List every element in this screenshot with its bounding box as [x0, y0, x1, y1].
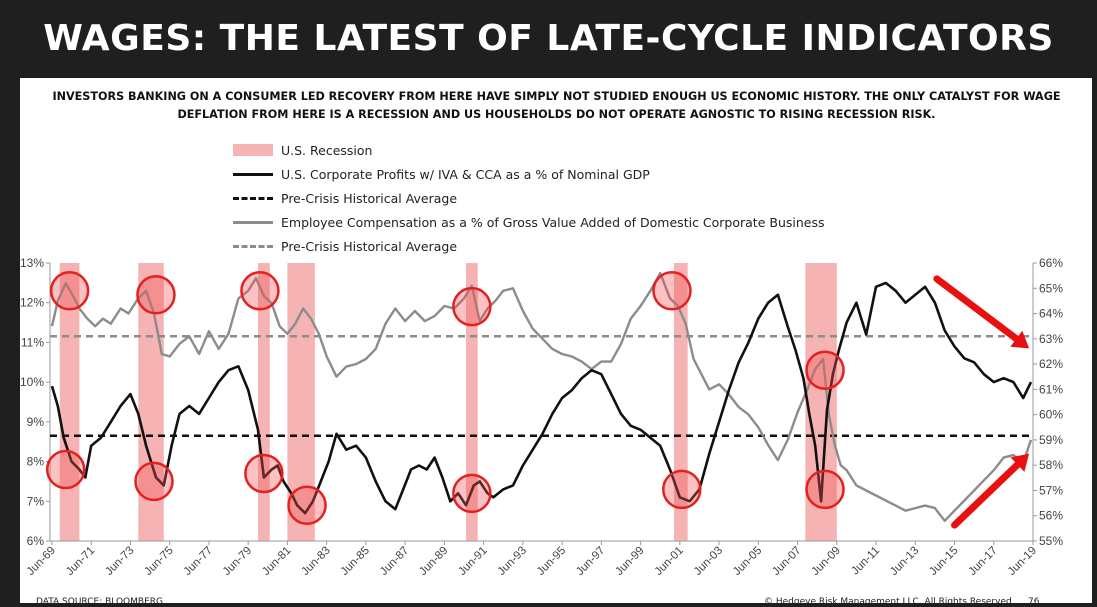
recession-band — [59, 263, 80, 541]
legend-item-compensation-average: Pre-Crisis Historical Average — [233, 234, 825, 258]
profits-series-line — [50, 281, 1033, 515]
legend-label-profits-average: Pre-Crisis Historical Average — [281, 190, 458, 206]
recession-band — [257, 263, 270, 541]
highlight-circle — [240, 271, 280, 311]
legend-label-profits: U.S. Corporate Profits w/ IVA & CCA as a… — [281, 166, 650, 182]
x-tick-label: Jun-07 — [770, 545, 803, 578]
highlight-circle — [662, 469, 702, 510]
page-number: 76 — [1028, 597, 1040, 607]
left-tick-label: 10% — [20, 375, 44, 389]
right-tick-label: 59% — [1039, 433, 1063, 447]
highlight-circle — [244, 453, 284, 494]
chart-panel: INVESTORS BANKING ON A CONSUMER LED RECO… — [20, 78, 1092, 607]
legend-item-profits: U.S. Corporate Profits w/ IVA & CCA as a… — [233, 162, 825, 186]
legend-item-profits-average: Pre-Crisis Historical Average — [233, 186, 825, 210]
x-tick-label: Jun-77 — [182, 545, 215, 578]
x-tick-label: Jun-87 — [378, 545, 411, 578]
left-tick-label: 6% — [27, 534, 45, 548]
x-tick-label: Jun-97 — [574, 545, 607, 578]
legend-swatch-profits — [233, 172, 273, 176]
recession-band — [138, 263, 164, 541]
highlight-circle — [452, 286, 492, 327]
right-tick-label: 65% — [1039, 281, 1063, 295]
highlight-circle — [805, 469, 845, 510]
right-tick-label: 61% — [1039, 382, 1063, 396]
recession-band — [465, 263, 478, 541]
x-tick-label: Jun-11 — [849, 545, 882, 578]
right-tick-label: 58% — [1039, 458, 1063, 472]
x-tick-label: Jun-71 — [64, 545, 97, 578]
highlight-circle — [49, 271, 90, 311]
legend-item-recession: U.S. Recession — [233, 138, 825, 162]
x-tick-label: Jun-03 — [692, 545, 725, 578]
left-tick-label: 9% — [27, 415, 45, 429]
left-tick-label: 13% — [20, 256, 44, 270]
x-tick-label: Jun-79 — [221, 545, 254, 578]
right-tick-label: 56% — [1039, 509, 1063, 523]
x-tick-label: Jun-75 — [142, 545, 175, 578]
left-tick-label: 7% — [27, 494, 45, 508]
x-tick-label: Jun-95 — [535, 545, 568, 578]
left-tick-label: 11% — [21, 335, 44, 349]
highlight-circle — [452, 473, 492, 514]
trend-arrow-shaft — [933, 275, 1020, 343]
chart-legend: U.S. Recession U.S. Corporate Profits w/… — [233, 138, 825, 258]
right-tick-label: 64% — [1039, 307, 1063, 321]
legend-label-compensation: Employee Compensation as a % of Gross Va… — [281, 214, 825, 230]
highlight-circle — [134, 461, 174, 502]
recession-band — [805, 263, 837, 541]
data-source: DATA SOURCE: BLOOMBERG — [36, 597, 163, 607]
x-tick-label: Jun-17 — [967, 545, 1000, 578]
highlight-circle — [805, 350, 845, 390]
x-tick-label: Jun-15 — [927, 545, 960, 578]
x-tick-label: Jun-05 — [731, 545, 764, 578]
slide-title: WAGES: THE LATEST OF LATE-CYCLE INDICATO… — [43, 18, 1054, 59]
right-tick-label: 55% — [1039, 534, 1063, 548]
x-tick-label: Jun-69 — [25, 545, 58, 578]
legend-swatch-compensation — [233, 220, 273, 224]
x-tick-label: Jun-73 — [103, 545, 136, 578]
highlight-circle — [45, 449, 86, 490]
highlight-circle — [136, 275, 176, 315]
recession-band — [287, 263, 315, 541]
compensation-series-line — [50, 271, 1033, 522]
x-tick-label: Jun-13 — [888, 545, 921, 578]
right-tick-label: 62% — [1039, 357, 1063, 371]
x-tick-label: Jun-09 — [810, 545, 843, 578]
slide-subtitle: INVESTORS BANKING ON A CONSUMER LED RECO… — [52, 90, 1061, 121]
right-tick-label: 60% — [1039, 408, 1063, 422]
right-tick-label: 63% — [1039, 332, 1063, 346]
legend-swatch-recession — [233, 144, 273, 156]
trend-arrow-shaft — [951, 461, 1022, 529]
trend-arrow-head — [1010, 330, 1030, 349]
x-tick-label: Jun-89 — [417, 545, 450, 578]
copyright: © Hedgeye Risk Management LLC. All Right… — [764, 597, 1015, 607]
highlight-circle — [652, 271, 692, 311]
x-tick-label: Jun-93 — [496, 545, 529, 578]
recession-band — [673, 263, 688, 541]
right-tick-label: 66% — [1039, 256, 1063, 270]
legend-swatch-compensation-average — [233, 244, 273, 248]
x-tick-label: Jun-01 — [653, 545, 686, 578]
x-tick-label: Jun-19 — [1006, 545, 1039, 578]
x-tick-label: Jun-91 — [456, 545, 489, 578]
highlight-circle — [287, 485, 327, 526]
left-tick-label: 12% — [20, 296, 44, 310]
x-tick-label: Jun-99 — [613, 545, 646, 578]
x-tick-label: Jun-83 — [299, 545, 332, 578]
x-tick-label: Jun-85 — [339, 545, 372, 578]
right-tick-label: 57% — [1039, 483, 1063, 497]
legend-item-compensation: Employee Compensation as a % of Gross Va… — [233, 210, 825, 234]
legend-label-compensation-average: Pre-Crisis Historical Average — [281, 238, 458, 254]
legend-swatch-profits-average — [233, 196, 273, 200]
x-tick-label: Jun-81 — [260, 545, 293, 578]
trend-arrow-head — [1010, 453, 1030, 472]
legend-label-recession: U.S. Recession — [281, 142, 373, 158]
left-tick-label: 8% — [27, 455, 45, 469]
